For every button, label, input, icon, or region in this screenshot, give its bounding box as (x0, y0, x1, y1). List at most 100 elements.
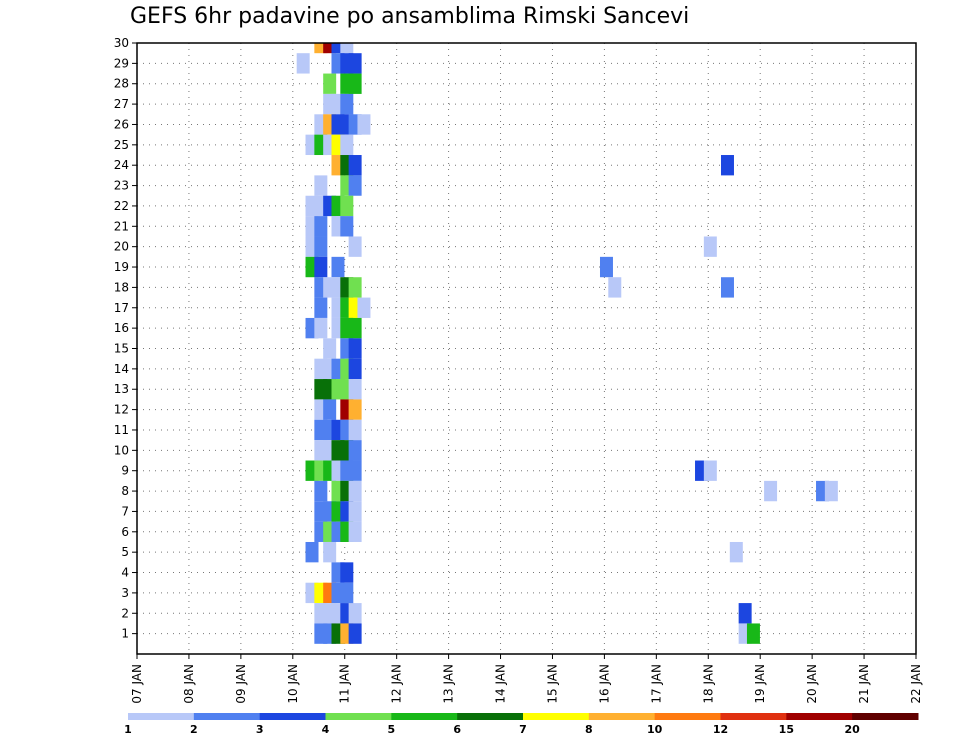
heatmap-cell (348, 480, 362, 502)
colorbar-swatch (391, 713, 458, 720)
heatmap-cell (348, 419, 362, 441)
heatmap-cell (331, 256, 345, 278)
colorbar-legend: 1 2 3 4 5 6 7 8 10 12 15 20 (124, 713, 919, 736)
colorbar-swatch (654, 713, 721, 720)
y-tick-label: 13 (114, 382, 129, 396)
colorbar-label: 10 (647, 723, 663, 736)
heatmap-cell (738, 603, 752, 624)
heatmap-cell (348, 73, 362, 94)
colorbar-label: 15 (779, 723, 794, 736)
x-tick-label: 07 JAN (130, 664, 144, 704)
heatmap-cell (331, 43, 345, 54)
heatmap-cell (720, 155, 734, 176)
x-tick-label: 18 JAN (701, 664, 715, 704)
y-tick-label: 25 (114, 138, 129, 152)
heatmap-cell (340, 216, 354, 237)
heatmap-cell (357, 297, 371, 318)
y-tick-label: 26 (114, 117, 129, 131)
colorbar-swatch (325, 713, 392, 720)
x-axis-ticks: 07 JAN 08 JAN 09 JAN 10 JAN 11 JAN 12 JAN 13 J… (130, 654, 923, 704)
heatmap-cell (599, 256, 613, 278)
heatmap-cell (348, 399, 362, 420)
y-tick-label: 14 (114, 362, 129, 376)
data-cells (296, 43, 838, 644)
heatmap-cell (314, 317, 328, 339)
heatmap-cell (340, 582, 354, 604)
heatmap-cell (340, 43, 354, 54)
x-tick-label: 21 JAN (857, 664, 871, 704)
colorbar-label: 3 (256, 723, 264, 736)
y-tick-label: 15 (114, 342, 129, 356)
heatmap-cell (340, 134, 354, 156)
heatmap-cell (348, 501, 362, 522)
y-tick-label: 18 (114, 280, 129, 294)
colorbar-label: 20 (845, 723, 861, 736)
heatmap-cell (348, 236, 362, 257)
heatmap-cell (348, 53, 362, 74)
y-tick-label: 24 (114, 158, 129, 172)
heatmap-cell (314, 236, 328, 257)
y-tick-label: 20 (114, 240, 129, 254)
heatmap-cell (323, 73, 337, 94)
heatmap-cell (314, 480, 328, 502)
x-tick-label: 19 JAN (753, 664, 767, 704)
colorbar-label: 4 (322, 723, 330, 736)
colorbar-swatch (720, 713, 787, 720)
colorbar-swatch (786, 713, 853, 720)
heatmap-cell (764, 480, 778, 502)
heatmap-cell (314, 175, 328, 196)
colorbar-swatch (852, 713, 919, 720)
y-axis-ticks: 1234567891011121314151617181920212223242… (114, 36, 137, 641)
y-tick-label: 7 (121, 504, 129, 518)
y-tick-label: 27 (114, 97, 129, 111)
heatmap-cell (348, 175, 362, 196)
x-tick-label: 12 JAN (390, 664, 404, 704)
y-tick-label: 6 (121, 525, 129, 539)
colorbar-label: 7 (519, 723, 527, 736)
heatmap-cell (340, 195, 354, 217)
heatmap-cell (323, 338, 337, 359)
y-tick-label: 11 (114, 423, 129, 437)
heatmap-cell (314, 216, 328, 237)
y-tick-label: 17 (114, 301, 129, 315)
x-tick-label: 13 JAN (442, 664, 456, 704)
y-tick-label: 3 (121, 586, 129, 600)
heatmap-cell (296, 53, 310, 74)
heatmap-cell (323, 399, 337, 420)
heatmap-cell (348, 521, 362, 542)
colorbar-swatch (128, 713, 195, 720)
x-tick-label: 10 JAN (286, 664, 300, 704)
colorbar-label: 6 (453, 723, 461, 736)
x-tick-label: 11 JAN (338, 664, 352, 704)
heatmap-cell (357, 114, 371, 135)
colorbar-label: 2 (190, 723, 198, 736)
colorbar-label: 1 (124, 723, 132, 736)
plot-frame (136, 42, 917, 655)
heatmap-cell (348, 277, 362, 298)
colorbar-swatch (259, 713, 326, 720)
heatmap-cell (340, 93, 354, 115)
heatmap-cell (340, 562, 354, 583)
heatmap-cell (746, 623, 760, 644)
x-tick-label: 15 JAN (545, 664, 559, 704)
y-tick-label: 16 (114, 321, 129, 335)
y-tick-label: 1 (121, 627, 129, 641)
chart-title: GEFS 6hr padavine po ansamblima Rimski S… (130, 4, 690, 29)
y-tick-label: 23 (114, 179, 129, 193)
heatmap-cell (323, 541, 337, 563)
y-tick-label: 19 (114, 260, 129, 274)
heatmap-cell (729, 541, 743, 563)
x-tick-label: 16 JAN (597, 664, 611, 704)
heatmap-cell (314, 43, 328, 54)
colorbar-swatch (588, 713, 656, 720)
heatmap-cell (348, 440, 362, 461)
heatmap-cell (824, 480, 838, 502)
heatmap-cell (348, 155, 362, 176)
x-tick-label: 14 JAN (494, 664, 508, 704)
x-tick-label: 09 JAN (234, 664, 248, 704)
y-tick-label: 12 (114, 403, 129, 417)
y-tick-label: 9 (121, 464, 129, 478)
y-tick-label: 10 (114, 443, 129, 457)
colorbar-label: 5 (388, 723, 396, 736)
y-tick-label: 22 (114, 199, 129, 213)
